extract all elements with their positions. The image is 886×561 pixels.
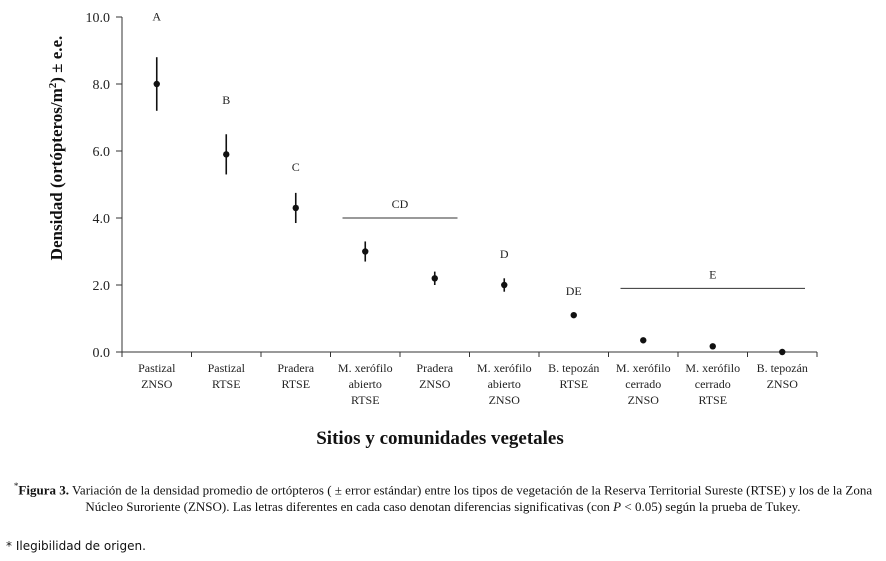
- figure-label: Figura 3.: [18, 482, 69, 498]
- footnote: * Ilegibilidad de origen.: [6, 539, 146, 553]
- category-label: B. tepozán: [757, 361, 808, 375]
- figure-caption: *Figura 3. Variación de la densidad prom…: [0, 478, 886, 515]
- category-label: ZNSO: [767, 377, 799, 391]
- y-tick-label: 8.0: [93, 78, 111, 93]
- data-point: [153, 80, 160, 88]
- category-label: Pastizal: [138, 361, 176, 375]
- p-symbol: P: [613, 499, 622, 515]
- group-letter: E: [709, 267, 716, 281]
- category-label: RTSE: [281, 377, 310, 391]
- data-point: [362, 248, 369, 255]
- data-point: [709, 343, 716, 350]
- group-letter: DE: [566, 284, 582, 298]
- y-tick-label: 4.0: [93, 212, 111, 227]
- data-point: [223, 151, 230, 158]
- data-point: [292, 204, 299, 212]
- category-label: ZNSO: [628, 393, 660, 407]
- group-letter: CD: [392, 197, 409, 211]
- x-axis-title: Sitios y comunidades vegetales: [316, 428, 564, 449]
- y-tick-label: 0.0: [93, 346, 111, 361]
- y-axis-title: Densidad (ortópteros/m2) ± e.e.: [47, 36, 66, 261]
- category-label: Pradera: [277, 361, 314, 375]
- data-point: [431, 275, 438, 282]
- data-point: [570, 311, 577, 319]
- category-label: ZNSO: [141, 377, 173, 391]
- category-label: abierto: [349, 377, 382, 391]
- density-chart: Densidad (ortópteros/m2) ± e.e. 0.0 2.0 4.…: [47, 9, 818, 449]
- category-label: M. xerófilo: [616, 361, 671, 375]
- category-label: cerrado: [625, 377, 661, 391]
- group-letter: C: [292, 160, 300, 174]
- category-label: M. xerófilo: [477, 361, 532, 375]
- category-label: M. xerófilo: [338, 361, 393, 375]
- y-tick-label: 6.0: [93, 145, 111, 160]
- group-letter: A: [152, 9, 161, 23]
- category-label: RTSE: [698, 393, 727, 407]
- caption-marker: *: [13, 481, 19, 491]
- category-label: Pastizal: [208, 361, 246, 375]
- category-label: RTSE: [559, 377, 588, 391]
- category-label: ZNSO: [419, 377, 451, 391]
- category-label: Pradera: [416, 361, 453, 375]
- data-point: [640, 337, 647, 344]
- y-tick-label: 10.0: [86, 11, 111, 26]
- data-point: [779, 348, 786, 356]
- caption-text-2: < 0.05) según la prueba de Tukey.: [621, 499, 801, 515]
- category-label: RTSE: [212, 377, 241, 391]
- group-letter: B: [222, 93, 230, 107]
- caption-text-1: Variación de la densidad promedio de ort…: [68, 482, 873, 515]
- category-label: M. xerófilo: [685, 361, 740, 375]
- group-letter: D: [500, 247, 509, 261]
- category-label: ZNSO: [489, 393, 521, 407]
- category-label: RTSE: [351, 393, 380, 407]
- category-label: cerrado: [695, 377, 731, 391]
- category-label: abierto: [488, 377, 521, 391]
- data-point: [501, 281, 508, 289]
- category-label: B. tepozán: [548, 361, 599, 375]
- y-tick-label: 2.0: [93, 279, 111, 294]
